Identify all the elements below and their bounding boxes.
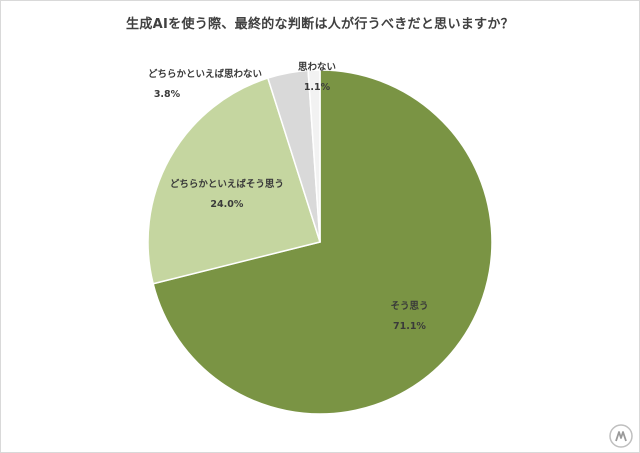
- slice-category-label: そう思う: [390, 301, 428, 312]
- slice-value-label: 1.1%: [304, 82, 331, 93]
- slice-category-label: どちらかといえばそう思う: [170, 178, 284, 190]
- chart-title: 生成AIを使う際、最終的な判断は人が行うべきだと思いますか？: [126, 17, 514, 32]
- slice-category-label: 思わない: [298, 62, 336, 73]
- slice-category-label: どちらかといえば思わない: [148, 68, 262, 80]
- pie-slice-0: [152, 69, 493, 415]
- pie-slice-1: [147, 77, 321, 285]
- slice-value-label: 3.8%: [154, 89, 181, 100]
- slice-value-label: 71.1%: [393, 321, 426, 332]
- pie-slice-3: [307, 69, 321, 243]
- mi-logo-icon: [609, 424, 633, 448]
- slice-value-label: 24.0%: [210, 199, 243, 210]
